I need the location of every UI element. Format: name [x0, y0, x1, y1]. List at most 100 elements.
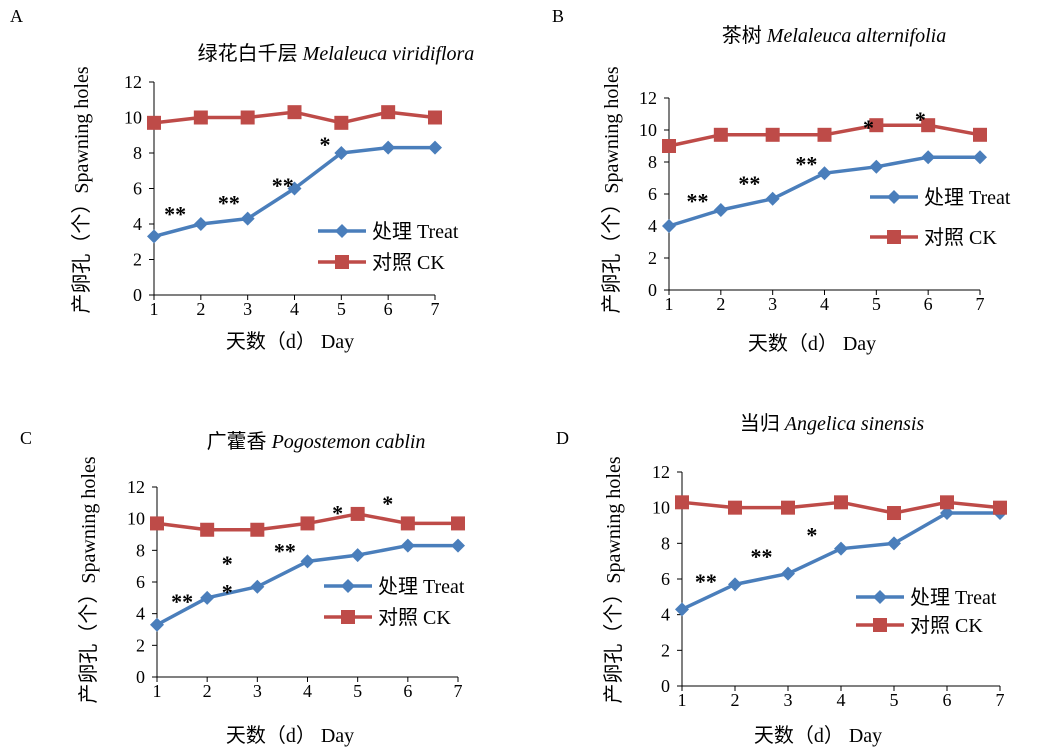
x-axis-label-a: 天数（d） Day — [226, 330, 354, 353]
data-point-treat-a — [334, 146, 349, 160]
x-tick-label-a: 5 — [337, 299, 346, 319]
data-point-ck-d — [675, 495, 689, 510]
y-tick-label-b: 6 — [648, 184, 657, 204]
legend-marker-treat-b — [887, 190, 901, 204]
x-tick-label-c: 1 — [153, 681, 162, 701]
legend-label-treat-d: 处理 Treat — [910, 586, 997, 609]
data-point-ck-d — [993, 500, 1007, 515]
chart-title-cn-c: 广藿香 — [207, 430, 272, 453]
data-point-ck-c — [200, 522, 215, 537]
significance-mark-a: ** — [218, 191, 240, 216]
significance-mark-b: * — [863, 115, 874, 140]
data-point-ck-a — [334, 115, 349, 130]
data-point-ck-c — [150, 516, 164, 531]
data-point-ck-c — [451, 516, 465, 531]
data-point-ck-b — [817, 127, 832, 142]
x-tick-label-b: 5 — [872, 294, 881, 314]
data-point-ck-d — [834, 495, 848, 510]
data-point-ck-b — [869, 118, 884, 133]
x-tick-label-b: 6 — [924, 294, 933, 314]
data-point-ck-d — [728, 500, 742, 515]
x-tick-label-a: 1 — [150, 299, 159, 319]
x-tick-label-c: 7 — [454, 681, 463, 701]
significance-mark-b: * — [915, 107, 926, 132]
y-tick-label-d: 2 — [661, 640, 670, 660]
significance-mark-a: ** — [164, 201, 186, 226]
significance-mark-c: ** — [171, 589, 193, 614]
data-point-ck-d — [940, 495, 954, 510]
data-point-treat-b — [662, 219, 676, 233]
legend-marker-treat-a — [335, 224, 349, 238]
x-tick-label-a: 3 — [243, 299, 252, 319]
x-axis-label-d: 天数（d） Day — [754, 724, 882, 747]
significance-mark-a: * — [319, 132, 330, 157]
y-tick-label-c: 8 — [136, 540, 145, 560]
chart-title-d: 当归 Angelica sinensis — [740, 412, 925, 435]
data-point-ck-b — [765, 127, 780, 142]
chart-title-a: 绿花白千层 Melaleuca viridiflora — [198, 42, 475, 65]
y-tick-label-d: 0 — [661, 676, 670, 696]
data-point-treat-b — [973, 150, 987, 165]
x-tick-label-d: 1 — [678, 690, 687, 710]
legend-marker-ck-c — [341, 610, 355, 624]
data-point-treat-c — [250, 579, 265, 594]
data-point-ck-a — [193, 110, 208, 125]
y-tick-label-d: 8 — [661, 533, 670, 553]
significance-mark-c: * — [222, 551, 233, 576]
x-tick-label-a: 4 — [290, 299, 299, 319]
significance-mark-d: * — [806, 522, 817, 547]
data-point-treat-d — [675, 602, 689, 617]
y-tick-label-a: 12 — [124, 72, 142, 92]
x-axis-label-c: 天数（d） Day — [226, 724, 354, 747]
x-tick-label-b: 2 — [716, 294, 725, 314]
x-tick-label-c: 4 — [303, 681, 312, 701]
legend-label-ck-a: 对照 CK — [372, 251, 445, 274]
data-point-treat-a — [147, 229, 161, 244]
x-tick-label-a: 7 — [431, 299, 440, 319]
x-tick-label-c: 5 — [353, 681, 362, 701]
data-point-ck-b — [662, 139, 676, 153]
y-tick-label-c: 12 — [127, 477, 145, 497]
y-axis-label-c: 产卵孔（个）Spawning holes — [77, 456, 100, 703]
y-tick-label-c: 6 — [136, 572, 145, 592]
y-tick-label-d: 4 — [661, 605, 670, 625]
x-tick-label-b: 1 — [665, 294, 674, 314]
significance-mark-c: * — [332, 500, 343, 525]
y-tick-label-b: 0 — [648, 280, 657, 300]
legend-marker-ck-a — [335, 255, 349, 269]
y-tick-label-d: 6 — [661, 569, 670, 589]
x-tick-label-d: 4 — [837, 690, 846, 710]
data-point-treat-b — [921, 150, 936, 165]
data-point-ck-a — [287, 105, 302, 120]
data-point-ck-a — [428, 110, 442, 125]
significance-mark-d: ** — [695, 569, 717, 594]
data-point-treat-b — [817, 166, 832, 181]
data-point-treat-c — [150, 617, 164, 632]
significance-mark-d: ** — [751, 544, 773, 569]
chart-title-latin-a: Melaleuca viridiflora — [302, 43, 475, 65]
data-point-treat-c — [300, 554, 315, 569]
significance-mark-b: ** — [738, 171, 760, 196]
y-tick-label-c: 0 — [136, 667, 145, 687]
data-point-ck-c — [350, 506, 365, 521]
significance-mark-b: ** — [795, 152, 817, 177]
y-tick-label-b: 4 — [648, 216, 657, 236]
data-point-treat-b — [869, 159, 884, 174]
chart-title-latin-c: Pogostemon cablin — [271, 431, 426, 453]
significance-mark-b: ** — [687, 188, 709, 213]
x-tick-label-d: 2 — [731, 690, 740, 710]
data-point-treat-c — [451, 538, 465, 553]
data-point-ck-a — [147, 115, 161, 130]
data-point-ck-c — [250, 522, 265, 537]
data-point-treat-b — [765, 191, 780, 206]
data-point-treat-d — [834, 541, 848, 556]
data-point-treat-d — [940, 506, 954, 521]
data-point-treat-c — [350, 548, 365, 563]
x-tick-label-b: 7 — [976, 294, 985, 314]
data-point-ck-a — [381, 105, 396, 120]
significance-mark-c: * — [382, 491, 393, 516]
significance-mark-c: * — [222, 580, 233, 605]
x-tick-label-b: 3 — [768, 294, 777, 314]
x-tick-label-b: 4 — [820, 294, 829, 314]
